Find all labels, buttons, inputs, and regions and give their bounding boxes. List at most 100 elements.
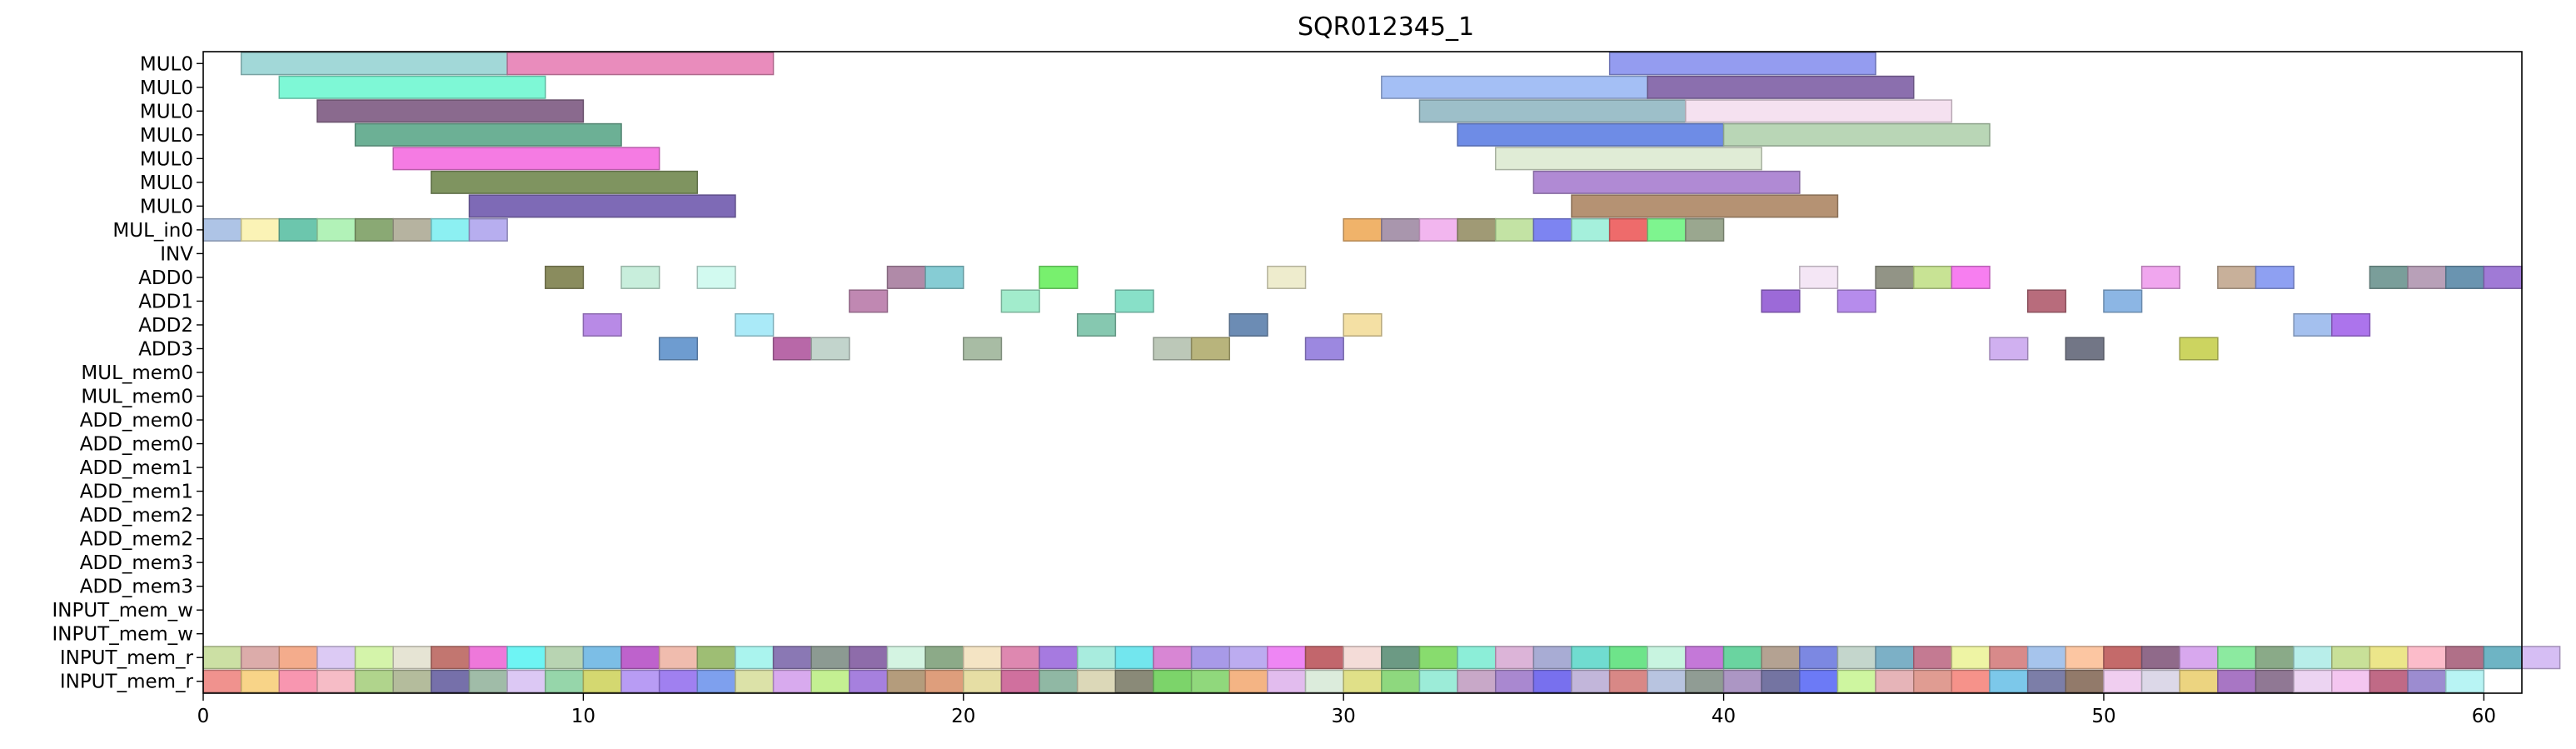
gantt-bar <box>963 337 1003 361</box>
gantt-bar <box>2140 265 2180 289</box>
gantt-bar <box>620 669 660 693</box>
gantt-bar <box>202 217 242 242</box>
gantt-bar <box>1228 312 1268 337</box>
gantt-bar <box>1039 669 1079 693</box>
gantt-bar <box>1532 217 1572 242</box>
y-tick-label: MUL0 <box>140 196 193 217</box>
gantt-bar <box>278 646 318 670</box>
gantt-bar <box>545 646 585 670</box>
gantt-bar <box>2103 289 2143 313</box>
gantt-bar <box>2444 265 2485 289</box>
gantt-bar <box>810 646 850 670</box>
gantt-bar <box>1381 75 1649 99</box>
gantt-bar <box>1799 646 1839 670</box>
y-tick-label: ADD_mem3 <box>80 552 193 574</box>
gantt-bar <box>2217 669 2257 693</box>
y-tick-label: MUL0 <box>140 53 193 75</box>
gantt-bar <box>2103 646 2143 670</box>
gantt-bar <box>1685 99 1953 123</box>
gantt-bar <box>1494 669 1535 693</box>
gantt-bar <box>2407 669 2447 693</box>
y-axis-labels: MUL0MUL0MUL0MUL0MUL0MUL0MUL0MUL_in0INVAD… <box>52 53 203 693</box>
gantt-bar <box>735 646 775 670</box>
gantt-bar <box>1532 646 1572 670</box>
gantt-bar <box>2255 265 2294 289</box>
gantt-bar <box>392 669 432 693</box>
gantt-bar <box>1000 289 1040 313</box>
y-tick-label: MUL0 <box>140 172 193 194</box>
gantt-bar <box>1343 646 1383 670</box>
gantt-bar <box>2217 646 2257 670</box>
gantt-bar <box>1076 646 1117 670</box>
gantt-bar <box>392 217 432 242</box>
gantt-bar <box>202 646 242 670</box>
gantt-bar <box>2065 646 2105 670</box>
y-tick-label: INPUT_mem_w <box>52 624 193 646</box>
gantt-bar <box>1494 147 1762 171</box>
gantt-bar <box>1039 646 1079 670</box>
gantt-bar <box>240 669 281 693</box>
gantt-bar <box>772 669 812 693</box>
gantt-bar <box>2026 646 2067 670</box>
gantt-bar <box>240 646 281 670</box>
gantt-bar <box>431 170 699 194</box>
gantt-bar <box>1076 312 1117 337</box>
gantt-bar <box>1761 669 1801 693</box>
y-tick-label: ADD2 <box>138 315 193 337</box>
gantt-bar <box>658 337 699 361</box>
gantt-bar <box>772 646 812 670</box>
gantt-bar <box>1153 337 1193 361</box>
gantt-bar <box>1457 217 1497 242</box>
gantt-bar <box>2369 265 2409 289</box>
y-tick-label: ADD_mem3 <box>80 577 193 598</box>
gantt-bar <box>1190 337 1231 361</box>
gantt-bar <box>2331 312 2371 337</box>
gantt-bar <box>696 265 736 289</box>
gantt-bar <box>354 122 622 147</box>
gantt-bar <box>696 646 736 670</box>
gantt-bar <box>1343 217 1383 242</box>
y-tick-label: INPUT_mem_w <box>52 600 193 622</box>
gantt-bar <box>1608 646 1649 670</box>
gantt-bar <box>924 646 964 670</box>
gantt-bar <box>1951 669 1991 693</box>
gantt-bar <box>278 669 318 693</box>
x-tick-label: 40 <box>1712 706 1736 727</box>
gantt-bar <box>2293 312 2333 337</box>
gantt-bar <box>1836 669 1876 693</box>
gantt-bar <box>1228 646 1268 670</box>
gantt-bar <box>1532 170 1801 194</box>
gantt-bar <box>1799 669 1839 693</box>
gantt-bar <box>2255 669 2294 693</box>
gantt-bar <box>278 217 318 242</box>
gantt-bar <box>354 217 394 242</box>
gantt-bar <box>431 217 471 242</box>
y-tick-label: ADD0 <box>138 267 193 289</box>
gantt-bar <box>1343 669 1383 693</box>
gantt-bar <box>2293 669 2333 693</box>
gantt-bar <box>1457 646 1497 670</box>
x-tick-label: 0 <box>197 706 210 727</box>
gantt-bar <box>582 646 622 670</box>
gantt-bar <box>1343 312 1383 337</box>
y-tick-label: MUL0 <box>140 148 193 170</box>
gantt-bar <box>735 669 775 693</box>
gantt-bar <box>963 669 1003 693</box>
gantt-bar <box>2179 337 2219 361</box>
gantt-bar <box>1571 669 1611 693</box>
gantt-bar <box>620 646 660 670</box>
gantt-bar <box>886 646 926 670</box>
gantt-bar <box>696 669 736 693</box>
gantt-bar <box>2407 646 2447 670</box>
gantt-bar <box>431 669 471 693</box>
y-tick-label: INPUT_mem_r <box>60 672 194 693</box>
x-tick-label: 30 <box>1332 706 1356 727</box>
gantt-bar <box>1000 669 1040 693</box>
gantt-bar <box>2065 337 2105 361</box>
plot-frame <box>202 51 2523 694</box>
gantt-bar <box>2369 646 2409 670</box>
y-tick-label: ADD1 <box>138 291 193 312</box>
gantt-bar <box>2179 669 2219 693</box>
gantt-bar <box>468 646 508 670</box>
